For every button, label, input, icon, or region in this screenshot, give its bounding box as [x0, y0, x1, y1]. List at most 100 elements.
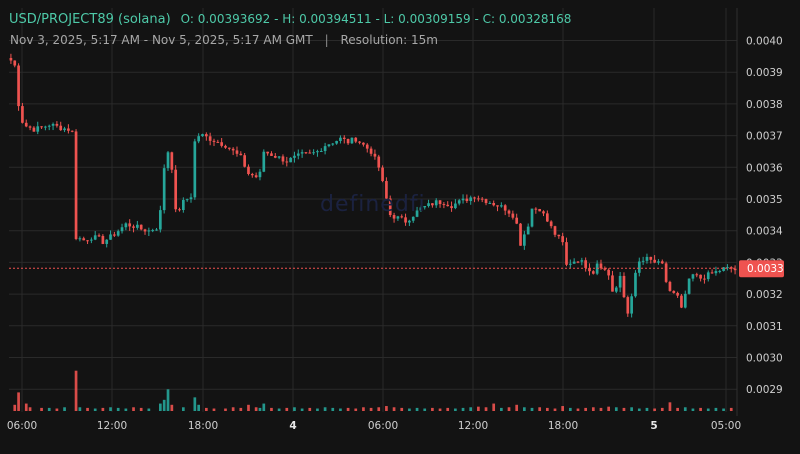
candle-body — [155, 229, 158, 231]
candle-body — [568, 263, 572, 265]
volume-bar — [293, 407, 296, 411]
candle-body — [47, 125, 51, 127]
candle-body — [542, 211, 545, 214]
candle-body — [431, 203, 434, 206]
volume-bar — [262, 403, 266, 411]
volume-bar — [339, 408, 342, 411]
chart-header: USD/PROJECT89 (solana) O: 0.00393692 - H… — [9, 11, 571, 27]
y-tick-label: 0.0040 — [746, 36, 783, 48]
volume-bar — [308, 407, 312, 411]
candle-body — [545, 213, 549, 222]
candle-body — [143, 229, 147, 232]
volume-bar — [109, 407, 112, 411]
candle-body — [316, 151, 319, 153]
volume-bar — [63, 407, 66, 411]
volume-bar — [40, 407, 43, 411]
volume-bar — [461, 407, 465, 411]
candle-body — [342, 137, 346, 140]
candle-body — [308, 152, 312, 154]
volume-bar — [584, 407, 587, 411]
candle-body — [500, 205, 503, 207]
candle-body — [101, 235, 105, 244]
candle-body — [193, 141, 197, 198]
candle-body — [339, 137, 342, 141]
candle-body — [304, 152, 308, 154]
volume-bar — [599, 407, 603, 411]
volume-bar — [454, 408, 457, 411]
volume-bar — [197, 404, 201, 411]
candle-body — [124, 223, 128, 228]
date-range: Nov 3, 2025, 5:17 AM - Nov 5, 2025, 5:17… — [10, 33, 313, 47]
volume-bar — [714, 407, 718, 411]
volume-bar — [369, 407, 373, 411]
volume-bar — [181, 407, 185, 411]
volume-bar — [300, 408, 304, 411]
candle-body — [300, 152, 304, 154]
candle-body — [614, 287, 618, 292]
candle-body — [331, 143, 335, 145]
volume-bar — [591, 407, 595, 411]
candle-body — [664, 263, 668, 282]
volume-bar — [477, 406, 480, 411]
candle-body — [718, 270, 722, 272]
volume-bar — [124, 408, 128, 411]
volume-bar — [392, 407, 396, 411]
candle-body — [120, 227, 124, 232]
watermark-logo: definedfi — [320, 192, 426, 217]
candle-body — [254, 175, 258, 178]
candle-body — [442, 204, 446, 206]
candle-body — [523, 234, 526, 246]
candle-body — [446, 204, 450, 207]
volume-bar — [17, 392, 20, 411]
volume-bar — [699, 407, 702, 411]
candle-body — [227, 147, 231, 149]
candle-body — [86, 240, 89, 242]
volume-bar — [431, 407, 434, 411]
candle-body — [220, 142, 223, 146]
candle-body — [519, 223, 522, 246]
symbol-title: USD/PROJECT89 (solana) — [9, 12, 171, 27]
last-price-label: 0.0033 — [747, 263, 784, 275]
volume-bar — [676, 407, 679, 411]
y-tick-label: 0.0032 — [746, 289, 783, 301]
candle-body — [630, 296, 633, 314]
candle-body — [388, 198, 392, 216]
volume-bar — [354, 408, 358, 411]
y-tick-label: 0.0029 — [746, 384, 783, 396]
candle-body — [17, 65, 20, 107]
candle-body — [239, 153, 243, 156]
volume-bar — [86, 407, 89, 411]
volume-bar — [162, 399, 166, 411]
candle-body — [477, 198, 480, 200]
candle-body — [346, 139, 350, 144]
candle-body — [24, 122, 28, 127]
candle-body — [733, 268, 737, 271]
x-tick-label: 12:00 — [458, 420, 488, 432]
volume-bar — [538, 407, 542, 411]
y-tick-label: 0.0036 — [746, 162, 783, 174]
candle-body — [392, 215, 396, 219]
volume-bar — [630, 407, 633, 411]
x-tick-label: 18:00 — [188, 420, 218, 432]
candle-body — [70, 130, 74, 132]
candle-body — [250, 173, 254, 176]
candle-body — [354, 137, 358, 142]
volume-bar — [568, 407, 572, 411]
y-tick-label: 0.0037 — [746, 131, 783, 143]
candle-body — [611, 275, 614, 292]
volume-bar — [316, 408, 319, 411]
x-tick-label: 4 — [289, 420, 296, 432]
candle-body — [78, 238, 82, 240]
candle-body — [469, 197, 473, 202]
candle-body — [645, 256, 649, 261]
candle-body — [691, 274, 695, 279]
candle-body — [473, 197, 476, 199]
candle-body — [185, 199, 189, 201]
candle-body — [404, 217, 407, 223]
volume-bar — [212, 408, 216, 411]
candle-body — [147, 230, 151, 232]
candle-body — [128, 223, 132, 227]
